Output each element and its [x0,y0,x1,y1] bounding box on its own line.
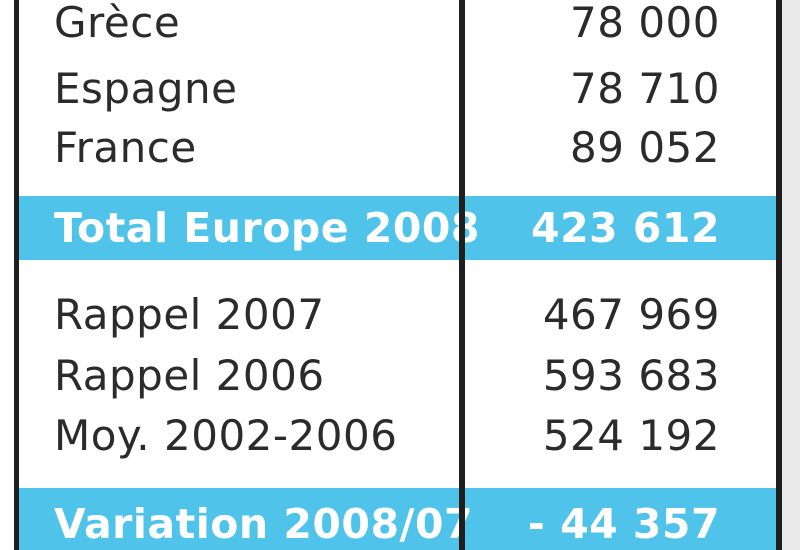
table-row: Moy. 2002-2006 524 192 [19,405,776,465]
row-label: Rappel 2007 [54,289,325,339]
table-border-right [776,0,782,550]
table-row: Rappel 2006 593 683 [19,345,776,405]
row-value: 89 052 [570,122,720,172]
total-band-left [19,196,459,260]
total-label: Total Europe 2008 [54,204,480,252]
variation-band-left [19,488,459,550]
variation-band-right [465,488,776,550]
table-row: France 89 052 [19,117,776,177]
page-margin [782,0,800,550]
variation-value: - 44 357 [527,500,720,548]
total-value: 423 612 [531,204,720,252]
row-label: Espagne [54,63,238,113]
variation-label: Variation 2008/07 [54,500,474,548]
row-value: 524 192 [542,410,720,460]
row-label: Moy. 2002-2006 [54,410,398,460]
column-divider [459,0,465,550]
row-label: Rappel 2006 [54,350,325,400]
total-row: Total Europe 2008 423 612 [19,198,776,258]
table-row: Rappel 2007 467 969 [19,284,776,344]
total-band-right [465,196,776,260]
row-value: 593 683 [542,350,720,400]
table-border-left [14,0,19,550]
table-row: Espagne 78 710 [19,58,776,118]
row-label: Grèce [54,0,181,47]
variation-row: Variation 2008/07 - 44 357 [19,494,776,550]
row-value: 78 000 [570,0,720,47]
row-label: France [54,122,197,172]
row-value: 467 969 [542,289,720,339]
row-value: 78 710 [570,63,720,113]
table-row: Grèce 78 000 [19,0,776,52]
